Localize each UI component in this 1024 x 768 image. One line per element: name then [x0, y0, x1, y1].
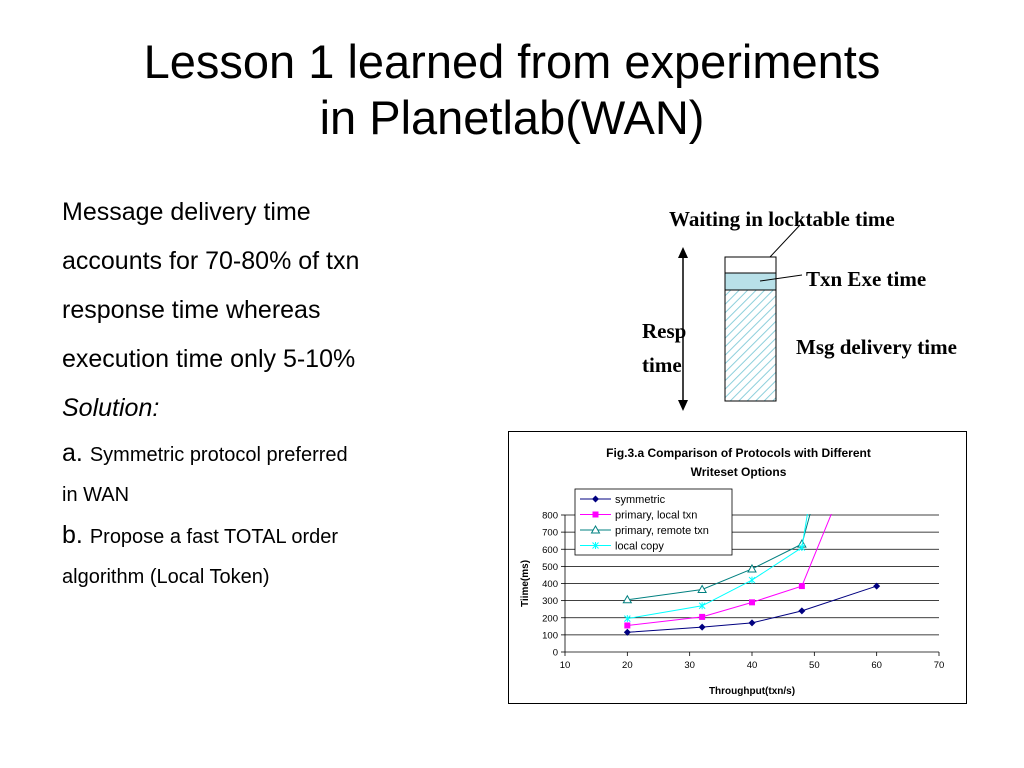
x-tick-label: 30: [684, 660, 695, 671]
body-line-1: Message delivery time: [62, 198, 311, 226]
y-tick-label: 800: [542, 511, 558, 522]
label-exe: Txn Exe time: [806, 267, 927, 291]
point-b-marker: b.: [62, 521, 83, 549]
data-point: [699, 613, 706, 620]
waiting-segment: [724, 256, 777, 274]
y-tick-label: 200: [542, 613, 558, 624]
y-tick-label: 300: [542, 596, 558, 607]
x-tick-label: 60: [871, 660, 882, 671]
legend-entry: symmetric: [615, 494, 666, 506]
x-tick-label: 10: [560, 660, 571, 671]
y-tick-label: 100: [542, 630, 558, 641]
y-tick-label: 400: [542, 579, 558, 590]
y-tick-label: 700: [542, 528, 558, 539]
body-line-3: response time whereas: [62, 296, 321, 324]
point-b-text: Propose a fast TOTAL order: [89, 526, 339, 548]
y-tick-label: 600: [542, 545, 558, 556]
solution-heading: Solution:: [62, 394, 160, 422]
legend-entry: primary, local txn: [615, 510, 697, 522]
chart-title-line-2: Writeset Options: [690, 465, 787, 479]
data-point: [623, 628, 631, 636]
exe-leader: [759, 274, 803, 282]
chart-title-line-1: Fig.3.a Comparison of Protocols with Dif…: [606, 446, 871, 460]
point-a-text-cont: in WAN: [62, 484, 130, 506]
msg-segment: [724, 289, 777, 402]
x-tick-label: 20: [622, 660, 633, 671]
legend-entry: local copy: [615, 541, 664, 553]
x-tick-label: 40: [747, 660, 758, 671]
y-tick-label: 0: [553, 648, 558, 659]
protocol-comparison-chart: Fig.3.a Comparison of Protocols with Dif…: [508, 431, 967, 704]
diagram-graphic: [678, 224, 803, 411]
data-point: [798, 544, 806, 552]
x-axis-label: Throughput(txn/s): [709, 686, 795, 697]
data-point: [623, 615, 631, 623]
data-point: [748, 576, 756, 584]
point-a: a. Symmetric protocol preferred: [62, 433, 492, 475]
title-line-1: Lesson 1 learned from experiments: [143, 35, 881, 88]
body-line-2: accounts for 70-80% of txn: [62, 247, 360, 275]
resp-arrow-head-down: [678, 400, 688, 411]
x-tick-label: 50: [809, 660, 820, 671]
data-point: [622, 594, 633, 604]
slide-title: Lesson 1 learned from experiments in Pla…: [0, 34, 1024, 146]
legend-entry: primary, remote txn: [615, 525, 709, 537]
label-msg: Msg delivery time: [796, 335, 957, 359]
chart-svg: 0 100 200 300 400 500 600 700 800 10 20 30 40 50 60 70 T…: [520, 488, 945, 697]
data-point: [698, 602, 706, 610]
resp-arrow-head-up: [678, 247, 688, 258]
label-resp-line2: time: [642, 353, 682, 377]
slide-body: Message delivery time accounts for 70-80…: [62, 188, 492, 597]
chart-title: Fig.3.a Comparison of Protocols with Dif…: [509, 444, 968, 482]
data-point: [873, 582, 881, 590]
title-line-2: in Planetlab(WAN): [319, 91, 705, 144]
point-a-marker: a.: [62, 439, 83, 467]
data-point: [697, 584, 707, 593]
point-b-text-cont: algorithm (Local Token): [62, 566, 270, 588]
y-axis-label: Tiime(ms): [520, 560, 531, 607]
data-point: [798, 583, 805, 590]
legend-swatch-marker: [592, 542, 599, 549]
data-point: [698, 623, 706, 631]
data-point: [747, 563, 757, 573]
legend-swatch-marker: [592, 495, 599, 503]
x-tick-label: 70: [934, 660, 945, 671]
data-point: [624, 622, 631, 629]
label-waiting: Waiting in locktable time: [669, 207, 895, 231]
label-resp-line1: Resp: [642, 319, 687, 343]
legend-swatch-marker: [590, 524, 601, 534]
point-a-text: Symmetric protocol preferred: [89, 444, 348, 466]
data-point: [749, 599, 755, 606]
data-point: [748, 619, 756, 627]
body-line-4: execution time only 5-10%: [62, 345, 356, 373]
legend-swatch-marker: [592, 511, 599, 518]
point-b: b. Propose a fast TOTAL order: [62, 515, 492, 557]
waiting-leader: [769, 224, 801, 258]
exe-segment: [724, 272, 777, 291]
y-tick-label: 500: [542, 562, 558, 573]
data-point: [798, 607, 806, 615]
legend-box: [574, 488, 733, 556]
